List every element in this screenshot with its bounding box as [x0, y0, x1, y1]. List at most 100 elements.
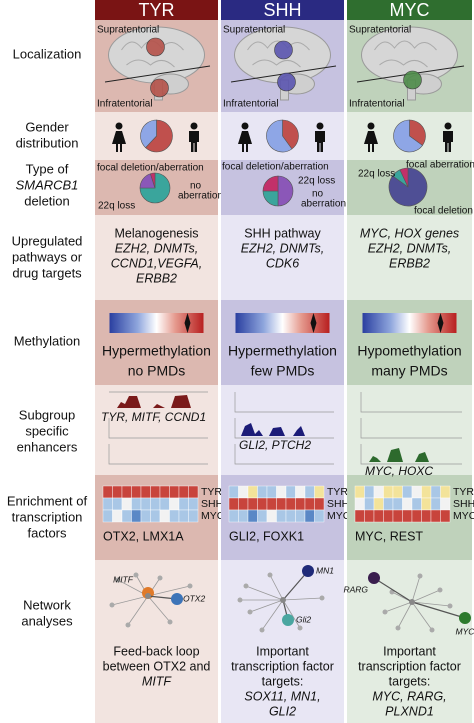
network-edge [245, 585, 284, 601]
network-node [395, 625, 401, 631]
cell-bg [95, 215, 218, 300]
cell-bg [221, 215, 344, 300]
deletion-label: aberration [301, 199, 346, 210]
pie-slice [399, 167, 409, 188]
heatmap-cell [304, 497, 315, 511]
heatmap-cell [364, 497, 375, 511]
deletion-label: focal deletion/aberration [222, 162, 329, 173]
heatmap-cell [238, 509, 249, 523]
network-edge [373, 577, 413, 603]
network-edge [111, 595, 149, 606]
network-node [115, 577, 121, 583]
heatmap-cell [121, 497, 132, 511]
network-edge [397, 601, 413, 629]
heatmap-cell [440, 497, 451, 511]
network-node [297, 625, 303, 631]
pie-slice [409, 119, 426, 146]
heatmap-cell [150, 497, 161, 511]
heatmap-cell [257, 497, 268, 511]
deletion-label: focal aberration [406, 160, 474, 171]
pathway-text: EZH2, DNMTs, [115, 241, 199, 255]
heatmap-cell [238, 497, 249, 511]
tentorium [104, 65, 211, 83]
network-key-node [302, 565, 314, 577]
heatmap-cell [411, 509, 422, 523]
heatmap-cell [169, 497, 180, 511]
heatmap-cell [295, 485, 306, 499]
heatmap-row-label: SHH [327, 498, 349, 510]
network-node-label: OTX2 [183, 593, 205, 603]
network-key-node [459, 612, 471, 624]
heatmap-cell [430, 497, 441, 511]
heatmap-cell [314, 509, 325, 523]
methylation-text: no PMDs [128, 363, 186, 379]
cell-bg [347, 385, 472, 475]
network-node-label: MITF [113, 574, 134, 584]
heatmap-row-label: MYC [201, 510, 225, 522]
heatmap-cell [354, 509, 365, 523]
track-frame [234, 392, 334, 413]
heatmap-cell [178, 497, 189, 511]
tumor-site [277, 72, 296, 92]
heatmap-cell [364, 485, 375, 499]
heatmap-cell [228, 485, 239, 499]
deletion-label: no [312, 189, 324, 200]
heatmap-cell [228, 509, 239, 523]
infra-label: Infratentorial [223, 99, 279, 110]
methylation-bar [362, 313, 457, 333]
network-edge [147, 595, 171, 623]
methylation-marker [184, 313, 191, 333]
heatmap-cell [314, 485, 325, 499]
pathway-text: EZH2, DNMTs, [241, 241, 325, 255]
heatmap-cell [150, 509, 161, 523]
row-label: Gender [25, 119, 69, 134]
heatmap-cell [102, 509, 113, 523]
deletion-label: aberration [178, 191, 223, 202]
heatmap-cell [421, 509, 432, 523]
pathway-text: Melanogenesis [114, 226, 198, 240]
heatmap-cell [131, 497, 142, 511]
heatmap-cell [440, 485, 451, 499]
track-frame [360, 444, 462, 465]
female-icon [238, 131, 252, 152]
network-edge [282, 597, 323, 601]
network-node [382, 609, 388, 615]
heatmap-cell [285, 509, 296, 523]
deletion-label: 22q loss [358, 169, 395, 180]
heatmap-cell [238, 485, 249, 499]
female-icon [364, 131, 378, 152]
heatmap-cell [102, 497, 113, 511]
heatmap-cell [102, 485, 113, 499]
cell-bg [347, 560, 472, 723]
heatmap-cell [430, 509, 441, 523]
network-text: SOX11, MN1, [244, 689, 320, 703]
track-frame [108, 444, 208, 465]
tf-text: MYC, REST [355, 529, 423, 543]
enhancer-peaks [111, 395, 203, 408]
heatmap-cell [440, 509, 451, 523]
row-label: enhancers [17, 439, 78, 454]
enhancer-peaks [237, 423, 329, 436]
heatmap-cell [430, 485, 441, 499]
heatmap-cell [266, 509, 277, 523]
heatmap-cell [383, 497, 394, 511]
pathway-text: ERBB2 [389, 256, 430, 270]
heatmap-row-label: SHH [453, 498, 474, 510]
network-node [109, 602, 115, 608]
network-text: Important [256, 644, 309, 658]
heatmap-cell [112, 497, 123, 511]
network-text: transcription factor [358, 659, 461, 673]
network-hub [280, 597, 286, 603]
network-edge [411, 575, 421, 603]
heatmap-cell [295, 509, 306, 523]
heatmap-cell [373, 509, 384, 523]
brain-folds [374, 40, 437, 68]
network-edge [411, 589, 441, 603]
network-text: Feed-back loop [113, 644, 199, 658]
network-edge [249, 599, 284, 613]
heatmap-cell [373, 485, 384, 499]
heatmap-cell [373, 497, 384, 511]
network-text: targets: [262, 674, 304, 688]
heatmap-cell [411, 485, 422, 499]
